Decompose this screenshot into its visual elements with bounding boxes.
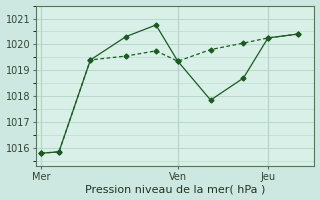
X-axis label: Pression niveau de la mer( hPa ): Pression niveau de la mer( hPa )	[85, 184, 265, 194]
